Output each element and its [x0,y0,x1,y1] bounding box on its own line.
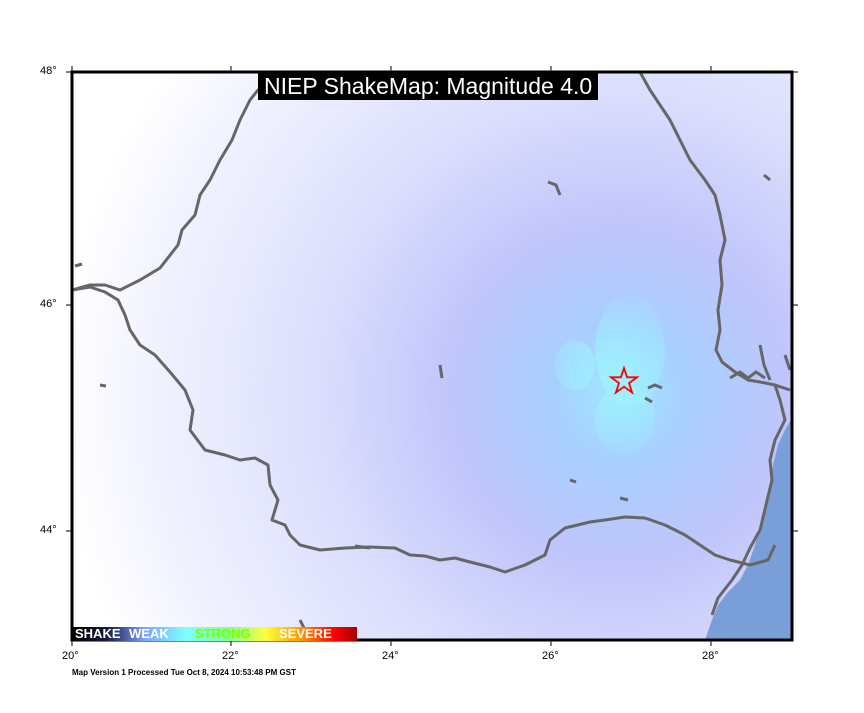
lake-7 [74,262,83,268]
lake-5 [619,496,629,502]
lake-13 [354,544,371,550]
lon-tick-24: 24° [382,650,399,662]
intensity-core-west [555,340,595,390]
legend-label-strong: STRONG [195,627,251,641]
lake-9 [763,173,771,182]
lake-6 [569,478,577,484]
legend-label-shake: SHAKE [75,627,121,641]
lon-tick-26: 26° [542,650,559,662]
lat-tick-48: 48° [40,65,57,77]
legend-label-weak: WEAK [129,627,169,641]
lake-3 [647,383,663,390]
lake-2 [438,364,444,379]
intensity-legend: SHAKE WEAK STRONG SEVERE [73,627,357,641]
lake-11 [758,344,772,381]
intensity-field [72,72,792,640]
lake-12 [783,354,792,371]
lat-tick-44: 44° [40,524,57,536]
legend-label-severe: SEVERE [279,627,332,641]
intensity-core-south [595,385,655,455]
map-version-footer: Map Version 1 Processed Tue Oct 8, 2024 … [72,668,296,677]
axis-ticks [66,66,798,646]
lake-4 [644,396,653,404]
lon-tick-20: 20° [62,650,79,662]
lat-tick-46: 46° [40,298,57,310]
lake-1 [547,180,562,196]
danube-delta [710,384,787,616]
country-border-east [638,72,791,392]
lon-tick-22: 22° [222,650,239,662]
map-area [72,72,792,640]
epicenter-star-icon [608,365,640,395]
lon-tick-28: 28° [702,650,719,662]
lake-10 [729,370,766,380]
map-title: NIEP ShakeMap: Magnitude 4.0 [258,72,599,100]
black-sea [705,418,792,640]
country-border-north [72,72,301,292]
lake-8 [99,383,107,388]
